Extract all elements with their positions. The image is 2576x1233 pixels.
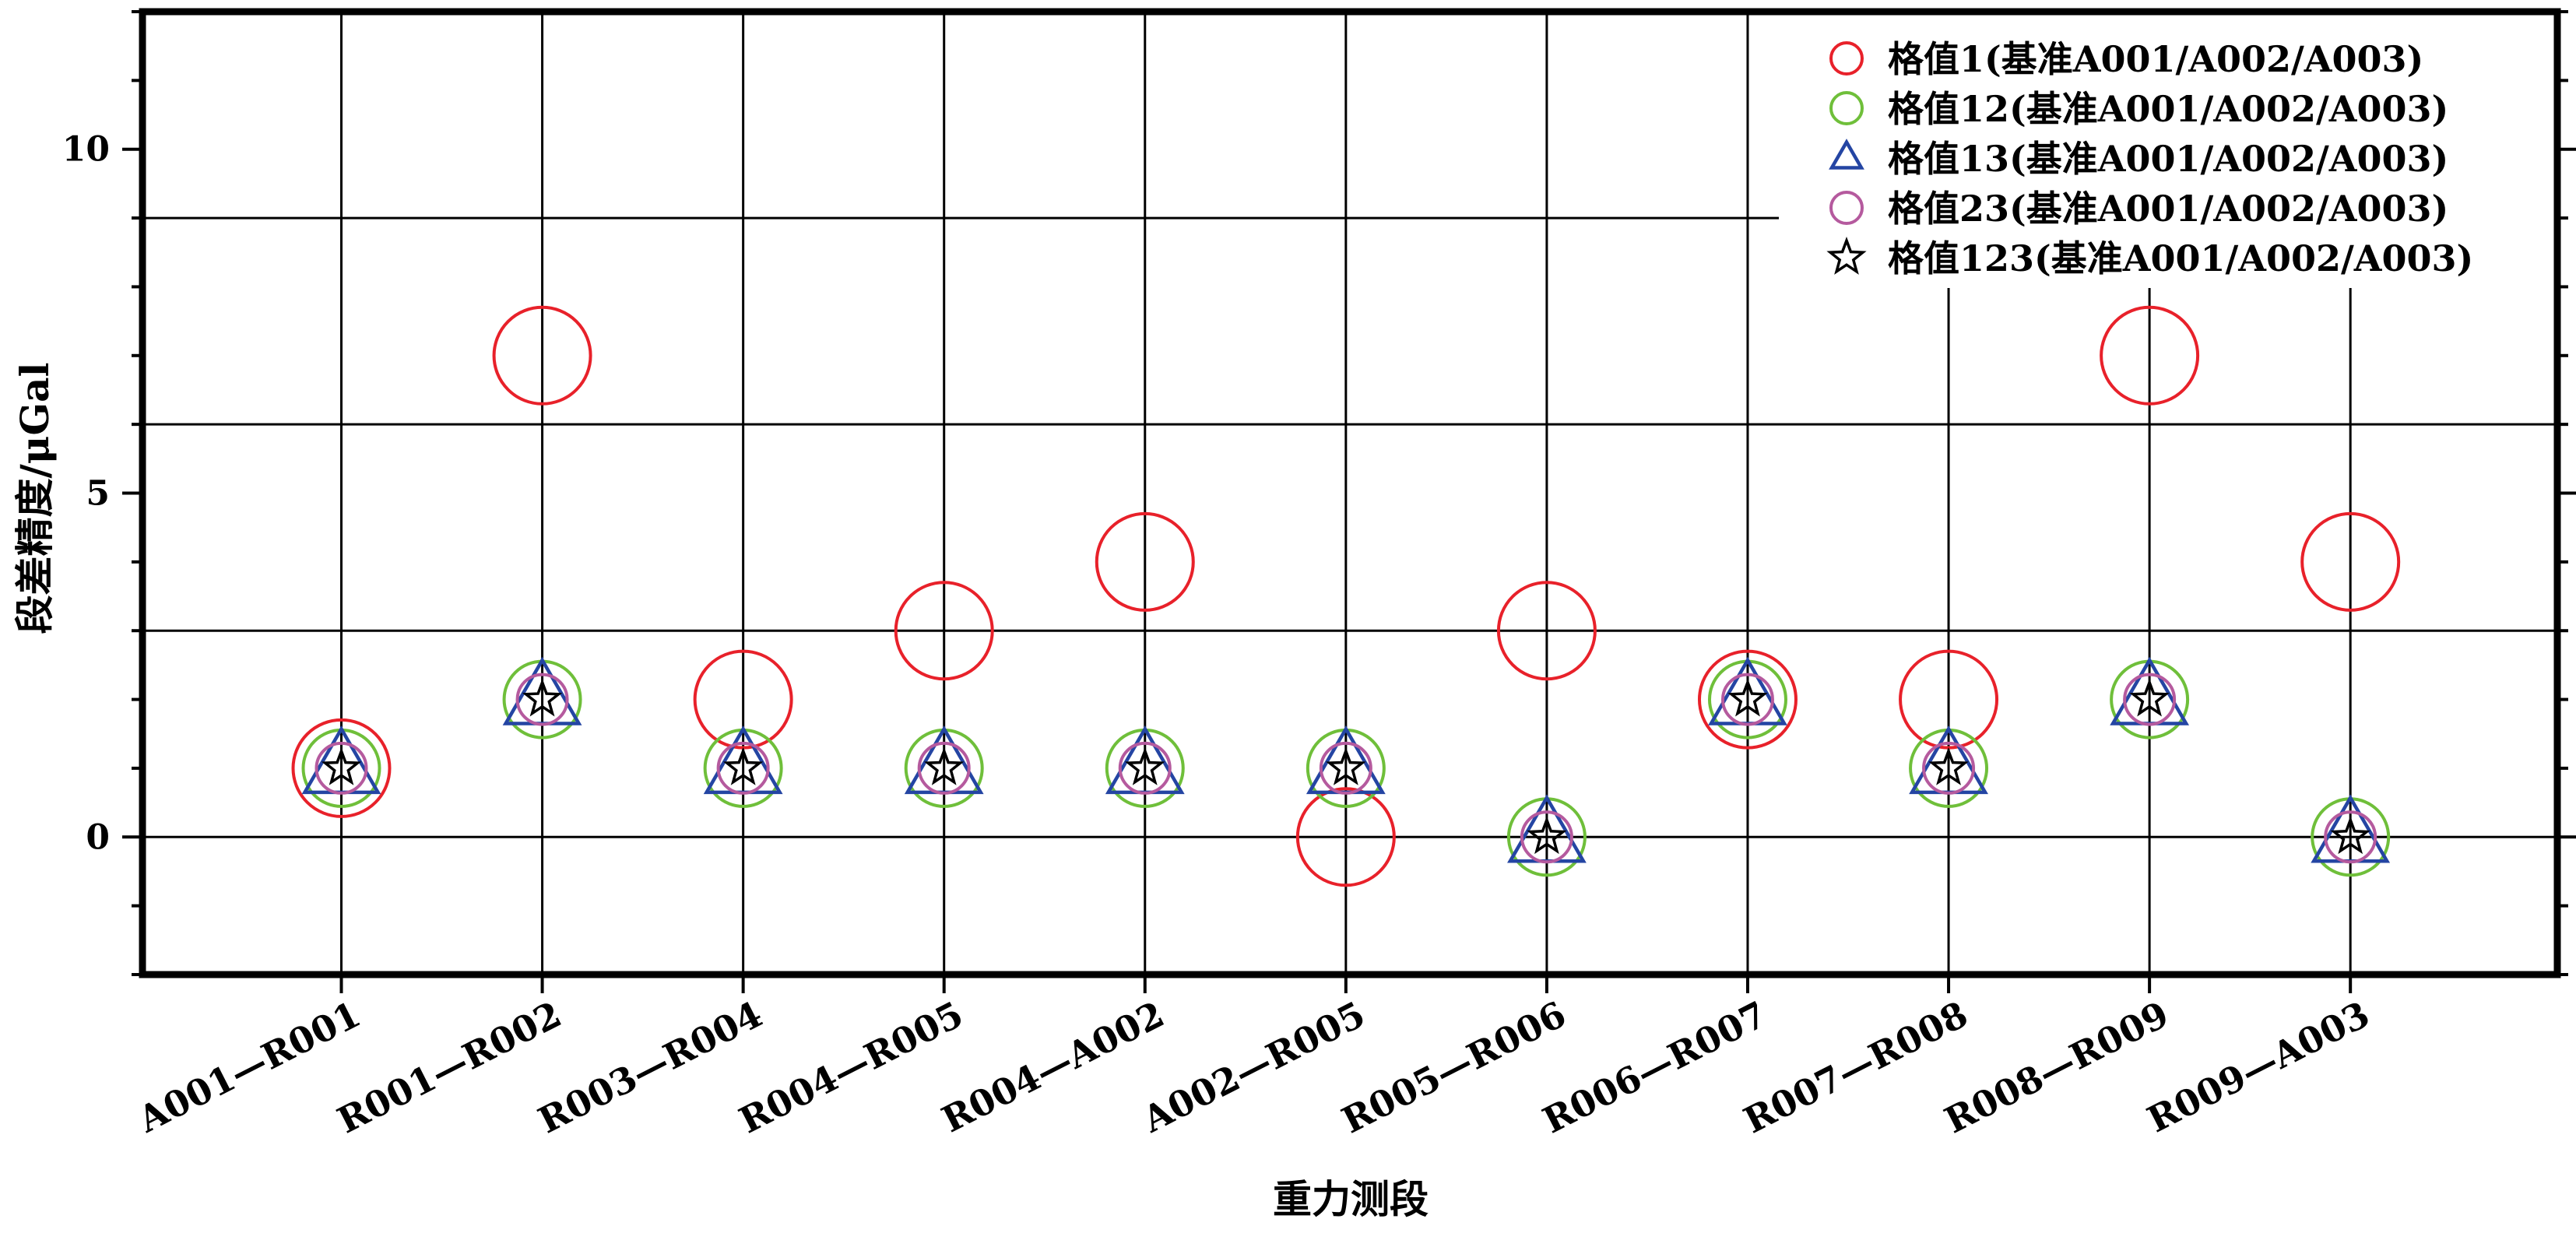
circle-marker-gezhi23 [2324, 810, 2377, 864]
legend-entry-label: 格值123(基准A001/A002/A003) [1888, 237, 2473, 279]
x-tick-label: R004—A002 [935, 993, 1170, 1141]
y-tick-label: 5 [86, 474, 110, 514]
circle-marker-gezhi1 [894, 581, 994, 681]
circle-marker-gezhi23 [1922, 741, 1976, 795]
circle-marker-gezhi23 [917, 741, 971, 795]
x-tick-label: A001—R001 [131, 993, 367, 1141]
x-tick-label: R004—R005 [733, 993, 970, 1142]
x-axis-title: 重力测段 [1273, 1176, 1429, 1222]
star-marker-gezhi123 [1928, 746, 1969, 785]
y-tick-label: 10 [62, 130, 110, 170]
legend-entry-label: 格值23(基准A001/A002/A003) [1888, 188, 2448, 230]
y-tick-label: 0 [86, 817, 110, 857]
star-marker-gezhi123 [1125, 746, 1165, 785]
circle-marker-gezhi1 [1496, 581, 1597, 681]
star-marker-gezhi123 [722, 746, 764, 785]
x-tick-label: R001—R002 [331, 993, 568, 1142]
circle-marker-gezhi23 [1720, 673, 1774, 726]
x-tick-label: R005—R006 [1335, 993, 1573, 1142]
legend-entry-label: 格值13(基准A001/A002/A003) [1888, 138, 2448, 180]
legend-marker [1829, 191, 1864, 225]
x-tick-label: R009—A003 [2141, 993, 2376, 1141]
x-tick-label: R008—R009 [1938, 993, 2175, 1142]
star-marker-gezhi123 [1527, 816, 1567, 855]
x-tick-label: R006—R007 [1536, 993, 1773, 1142]
circle-marker-gezhi1 [2300, 511, 2401, 612]
circle-marker-gezhi1 [1697, 649, 1798, 750]
circle-marker-gezhi23 [515, 673, 569, 726]
star-marker-gezhi123 [522, 678, 563, 717]
x-tick-label: R003—R004 [532, 993, 769, 1142]
circle-marker-gezhi23 [1118, 741, 1172, 795]
star-marker-gezhi123 [1727, 678, 1768, 717]
legend-entry-label: 格值12(基准A001/A002/A003) [1888, 88, 2448, 130]
legend-marker [1829, 91, 1864, 125]
y-axis-title: 段差精度/μGal [12, 363, 58, 634]
circle-marker-gezhi1 [2100, 305, 2200, 406]
circle-marker-gezhi1 [492, 305, 592, 406]
circle-marker-gezhi23 [2123, 673, 2177, 726]
circle-marker-gezhi1 [1295, 787, 1396, 887]
star-marker-gezhi123 [924, 746, 965, 785]
legend-marker [1829, 139, 1864, 170]
legend-entry-label: 格值1(基准A001/A002/A003) [1888, 38, 2423, 80]
star-marker-gezhi123 [2330, 816, 2370, 855]
circle-marker-gezhi23 [315, 741, 368, 795]
x-tick-label: A002—R005 [1135, 993, 1371, 1141]
circle-marker-gezhi23 [716, 741, 770, 795]
star-marker-gezhi123 [321, 746, 362, 785]
star-marker-gezhi123 [2129, 678, 2170, 717]
circle-marker-gezhi1 [1095, 511, 1195, 612]
legend-marker [1829, 41, 1864, 76]
x-tick-label: R007—R008 [1737, 993, 1974, 1142]
circle-marker-gezhi23 [1520, 810, 1573, 864]
circle-marker-gezhi1 [291, 718, 392, 818]
star-marker-gezhi123 [1326, 746, 1366, 785]
legend-box [1779, 16, 2553, 288]
circle-marker-gezhi23 [1319, 741, 1372, 795]
legend-marker [1826, 236, 1867, 275]
